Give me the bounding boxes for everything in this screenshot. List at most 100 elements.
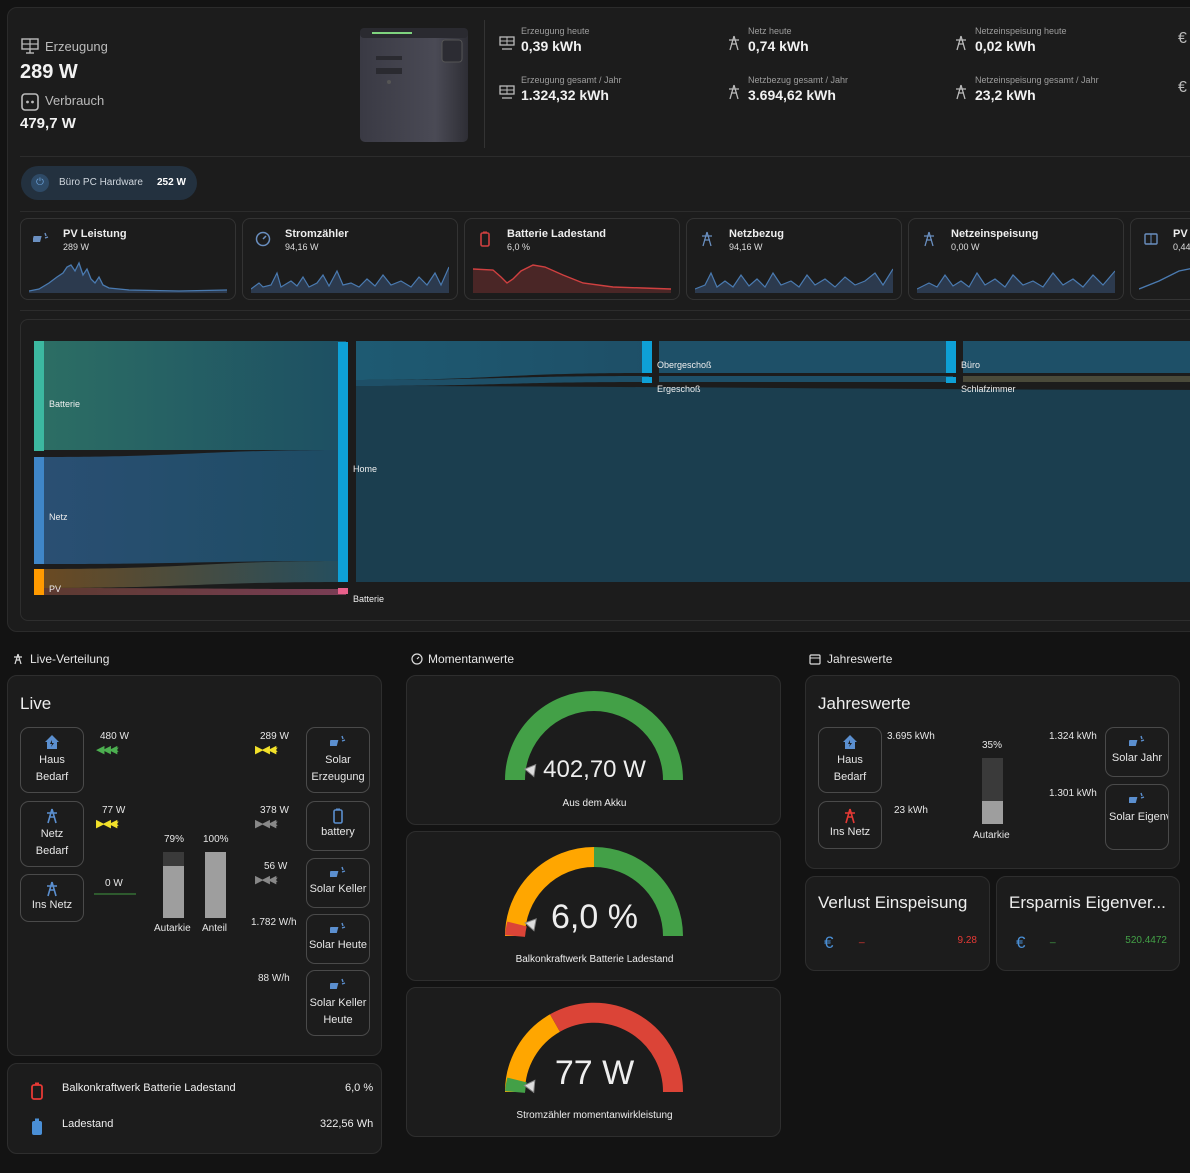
battery-row1-label[interactable]: Balkonkraftwerk Batterie Ladestand	[62, 1082, 236, 1094]
pv-leistung-sparkline	[29, 261, 227, 293]
arrow-left-gray-icon: ▶◀◀‹	[255, 874, 278, 886]
sankey-flow-schlafzimmer-out	[963, 376, 1190, 382]
battery-icon	[333, 808, 343, 824]
netz-bedarf-button[interactable]: Netz Bedarf	[20, 801, 84, 867]
calendar-icon	[809, 654, 821, 665]
power-socket-icon	[21, 93, 39, 111]
jahr-haus-bedarf-label: Haus Bedarf	[833, 754, 867, 783]
sankey-node-home	[338, 342, 348, 582]
sankey-label-buero: Büro	[961, 360, 981, 370]
jahr-ins-netz-label: Ins Netz	[829, 826, 871, 838]
ersparnis-eigenverbrauch-card[interactable]: Ersparnis Eigenver... € _ 520.4472	[996, 876, 1180, 971]
sankey-node-netz	[34, 457, 44, 564]
stat-value: 0,39 kWh	[521, 38, 582, 54]
arrow-left-gray-icon: ▶◀◀‹	[255, 818, 278, 830]
ins-netz-button[interactable]: Ins Netz	[20, 874, 84, 922]
solar-jahr-label: Solar Jahr	[1111, 752, 1163, 764]
haus-bedarf-button[interactable]: Haus Bedarf	[20, 727, 84, 793]
sankey-flow-obergeschoss-buero	[659, 341, 953, 373]
sankey-node-batterie	[34, 341, 44, 451]
sankey-flow-obergeschoss-schlafzimmer	[659, 376, 953, 382]
ins-netz-label: Ins Netz	[31, 899, 73, 911]
solar-erzeugung-watt: 289 W	[260, 731, 289, 742]
arrow-left-yellow-icon: ▶◀◀‹	[255, 744, 278, 756]
sankey-flow-pv-batterie	[43, 588, 346, 595]
solar-heute-label: Solar Heute	[308, 939, 368, 951]
jahr-autarkie-pct: 35%	[982, 740, 1003, 751]
netz-watt: 77 W	[102, 805, 126, 816]
jahr-eigen-val: 1.301 kWh	[1049, 788, 1097, 799]
netz-bedarf-label: Netz Bedarf	[35, 828, 69, 857]
mini-card-title: PV Leistung	[63, 228, 127, 240]
solar-eigenverbrauch-button[interactable]: Solar Eigenverbrau	[1105, 784, 1169, 850]
solar-keller-heute-button[interactable]: Solar Keller Heute	[306, 970, 370, 1036]
divider	[20, 310, 1190, 311]
transmission-tower-export-icon	[924, 231, 934, 247]
mini-card-pv-leistung[interactable]: PV Leistung 289 W	[20, 218, 236, 300]
gauge-akku-svg	[505, 691, 683, 781]
stat-netzeinspeisung-heute: Netzeinspeisung heute 0,02 kWh	[952, 26, 1162, 66]
battery-icon	[32, 1118, 42, 1135]
mini-card-title: Batterie Ladestand	[507, 228, 607, 240]
pv-i-sparkline	[1139, 268, 1190, 290]
ins-netz-watt: 0 W	[105, 878, 123, 889]
sankey-flow-batterie-home	[43, 341, 346, 450]
gauge-card-stromzaehler[interactable]: 77 W Stromzähler momentanwirkleistung	[406, 987, 781, 1137]
euro-icon: €	[1178, 30, 1187, 47]
section-title-jahreswerte: Jahreswerte	[827, 652, 893, 666]
verlust-einspeisung-card[interactable]: Verlust Einspeisung € _ 9.28	[805, 876, 990, 971]
gauge-card-batterie[interactable]: 6,0 % Balkonkraftwerk Batterie Ladestand	[406, 831, 781, 981]
solar-heute-val: 1.782 W/h	[251, 917, 297, 928]
stat-netzbezug-jahr: Netzbezug gesamt / Jahr 3.694,62 kWh	[725, 75, 935, 115]
verbrauch-value: 479,7 W	[20, 115, 76, 132]
mini-card-value: 94,16 W	[729, 242, 763, 252]
gauge-stromzaehler-value: 77 W	[554, 1054, 635, 1092]
verlust-title: Verlust Einspeisung	[818, 893, 968, 912]
power-icon: ⏻	[31, 174, 49, 192]
gauge-batterie-value: 6,0 %	[551, 898, 638, 936]
sankey-label-pv: PV	[49, 584, 62, 594]
solar-erzeugung-button[interactable]: Solar Erzeugung	[306, 727, 370, 793]
anteil-bar-fill	[205, 852, 226, 918]
solar-panel-icon	[1144, 233, 1158, 245]
sankey-flow-home-obergeschoss	[356, 341, 649, 380]
mini-card-batterie-ladestand[interactable]: Batterie Ladestand 6,0 %	[464, 218, 680, 300]
mini-card-netzbezug[interactable]: Netzbezug 94,16 W	[686, 218, 902, 300]
solar-heute-button[interactable]: Solar Heute	[306, 914, 370, 964]
divider	[20, 156, 1190, 157]
mini-card-value: 289 W	[63, 242, 90, 252]
sankey-label-obergeschoss: Obergeschoß	[657, 360, 712, 370]
sankey-node-batterie-target	[338, 588, 348, 594]
battery-button[interactable]: battery	[306, 801, 370, 851]
sankey-node-buero	[946, 341, 956, 373]
chip-buero-pc[interactable]: ⏻ Büro PC Hardware 252 W	[21, 166, 197, 200]
gauge-card-akku[interactable]: 402,70 W Aus dem Akku	[406, 675, 781, 825]
sankey-chart: Batterie Netz PV Home Batterie Obergesch…	[20, 319, 1190, 621]
stat-label: Netz heute	[748, 26, 792, 36]
transmission-tower-icon	[14, 653, 22, 665]
solar-eigen-label: Solar Eigenverbrau	[1109, 811, 1168, 823]
vertical-divider	[484, 20, 485, 148]
solar-panel-icon	[499, 36, 515, 50]
erzeugung-label: Erzeugung	[45, 39, 108, 54]
mini-card-stromzaehler[interactable]: Stromzähler 94,16 W	[242, 218, 458, 300]
autarkie-bar	[163, 852, 184, 918]
solar-jahr-button[interactable]: Solar Jahr	[1105, 727, 1169, 777]
solar-keller-heute-label: Solar Keller Heute	[309, 997, 367, 1026]
jahr-haus-bedarf-button[interactable]: Haus Bedarf	[818, 727, 882, 793]
anteil-bar	[205, 852, 226, 918]
stat-label: Erzeugung heute	[521, 26, 590, 36]
sankey-label-batterie: Batterie	[49, 399, 81, 409]
gauge-icon	[411, 653, 423, 665]
mini-card-pv-i[interactable]: PV I 0,44	[1130, 218, 1190, 300]
battery-row2-label[interactable]: Ladestand	[62, 1118, 114, 1130]
verlust-value: 9.28	[957, 935, 977, 946]
solar-keller-button[interactable]: Solar Keller	[306, 858, 370, 908]
stat-value: 3.694,62 kWh	[748, 87, 836, 103]
stat-netzeinspeisung-jahr: Netzeinspeisung gesamt / Jahr 23,2 kWh	[952, 75, 1162, 115]
gauge-stromzaehler-label: Stromzähler momentanwirkleistung	[516, 1110, 673, 1121]
live-title: Live	[20, 694, 52, 713]
mini-card-netzeinspeisung[interactable]: Netzeinspeisung 0,00 W	[908, 218, 1124, 300]
mini-card-value: 0,00 W	[951, 242, 980, 252]
jahr-ins-netz-button[interactable]: Ins Netz	[818, 801, 882, 849]
